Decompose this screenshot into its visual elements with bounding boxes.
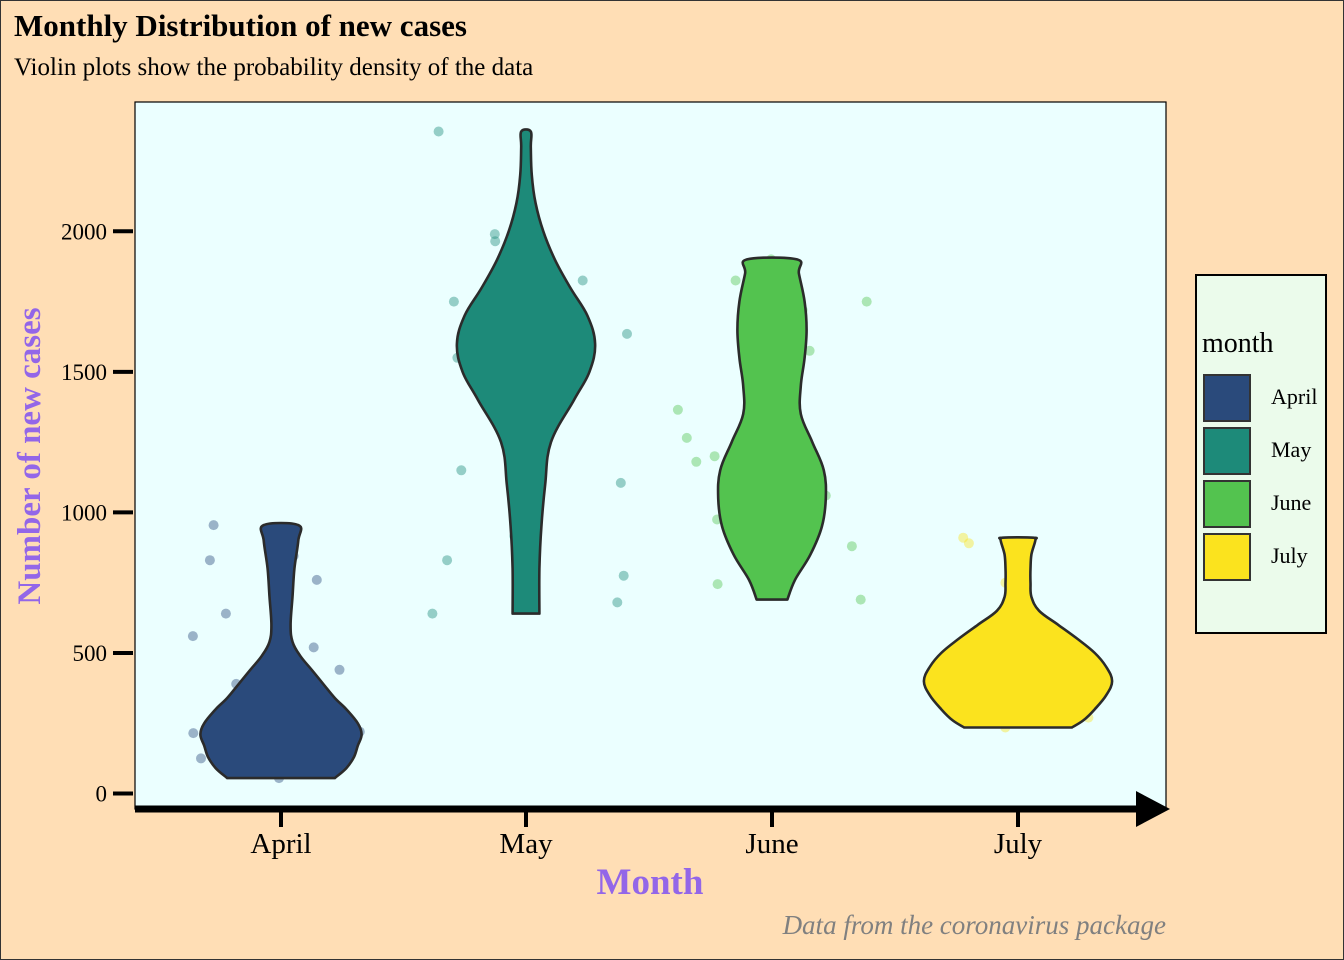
legend-swatch-april — [1203, 374, 1251, 422]
data-point-june — [712, 579, 723, 590]
data-point-may — [448, 296, 459, 307]
data-point-april — [204, 555, 215, 566]
legend-item-july: July — [1203, 533, 1323, 585]
axes-layer: April May June July 0 500 1000 1500 2000 — [61, 219, 1170, 860]
data-point-april — [308, 642, 319, 653]
legend-swatch-july — [1203, 533, 1251, 581]
data-point-april — [196, 753, 206, 764]
data-point-may — [433, 126, 444, 137]
x-tick-label-april: April — [250, 828, 311, 860]
y-tick-label-1000: 1000 — [61, 500, 107, 525]
x-tick-label-june: June — [745, 828, 798, 860]
legend-label-june: June — [1271, 490, 1312, 515]
chart-title: Monthly Distribution of new cases — [14, 8, 467, 43]
data-point-may — [427, 608, 438, 619]
data-point-june — [804, 345, 815, 356]
data-point-june — [681, 432, 692, 443]
data-point-july — [958, 532, 969, 543]
legend-swatch-may — [1203, 427, 1251, 475]
data-point-june — [709, 451, 720, 462]
data-point-april — [188, 728, 199, 739]
y-tick-label-0: 0 — [96, 782, 108, 807]
data-point-may — [456, 465, 467, 476]
x-tick-label-july: July — [994, 828, 1043, 860]
data-point-may — [490, 236, 501, 247]
legend-item-june: June — [1203, 480, 1323, 532]
data-point-april — [208, 520, 219, 531]
data-point-june — [855, 594, 866, 605]
x-axis-title: Month — [597, 862, 704, 903]
legend-swatch-june — [1203, 480, 1251, 528]
data-point-june — [672, 404, 683, 415]
legend-item-april: April — [1203, 374, 1323, 426]
violin-may — [455, 128, 597, 615]
data-point-april — [220, 608, 231, 619]
data-point-june — [691, 456, 702, 467]
y-tick-label-2000: 2000 — [61, 219, 107, 244]
data-point-may — [622, 328, 632, 339]
data-point-may — [442, 555, 453, 566]
data-point-july — [963, 538, 974, 549]
legend-label-april: April — [1271, 384, 1318, 409]
data-point-may — [489, 229, 500, 240]
violin-april — [199, 521, 363, 780]
legend-title: month — [1202, 328, 1274, 359]
violins-layer — [199, 128, 1114, 780]
chart-subtitle: Violin plots show the probability densit… — [14, 54, 534, 81]
x-tick-label-may: May — [499, 828, 553, 860]
violin-june — [716, 256, 828, 601]
y-tick-label-500: 500 — [73, 641, 108, 666]
data-point-april — [311, 574, 322, 585]
data-point-june — [861, 296, 872, 307]
y-tick-label-1500: 1500 — [61, 360, 107, 385]
x-axis-arrow-icon — [1136, 791, 1170, 827]
data-point-may — [618, 570, 629, 581]
legend-label-july: July — [1271, 543, 1308, 568]
data-point-june — [846, 541, 857, 552]
chart-caption: Data from the coronavirus package — [782, 910, 1166, 940]
data-point-may — [577, 275, 588, 286]
violin-july — [922, 536, 1114, 729]
legend: month April May June July — [1195, 274, 1327, 634]
legend-label-may: May — [1271, 437, 1312, 462]
data-point-april — [187, 631, 198, 642]
data-point-may — [615, 477, 626, 488]
data-point-april — [334, 664, 345, 675]
data-point-may — [612, 597, 623, 608]
data-point-june — [730, 275, 741, 286]
y-axis-title: Number of new cases — [12, 307, 48, 604]
legend-item-may: May — [1203, 427, 1323, 479]
